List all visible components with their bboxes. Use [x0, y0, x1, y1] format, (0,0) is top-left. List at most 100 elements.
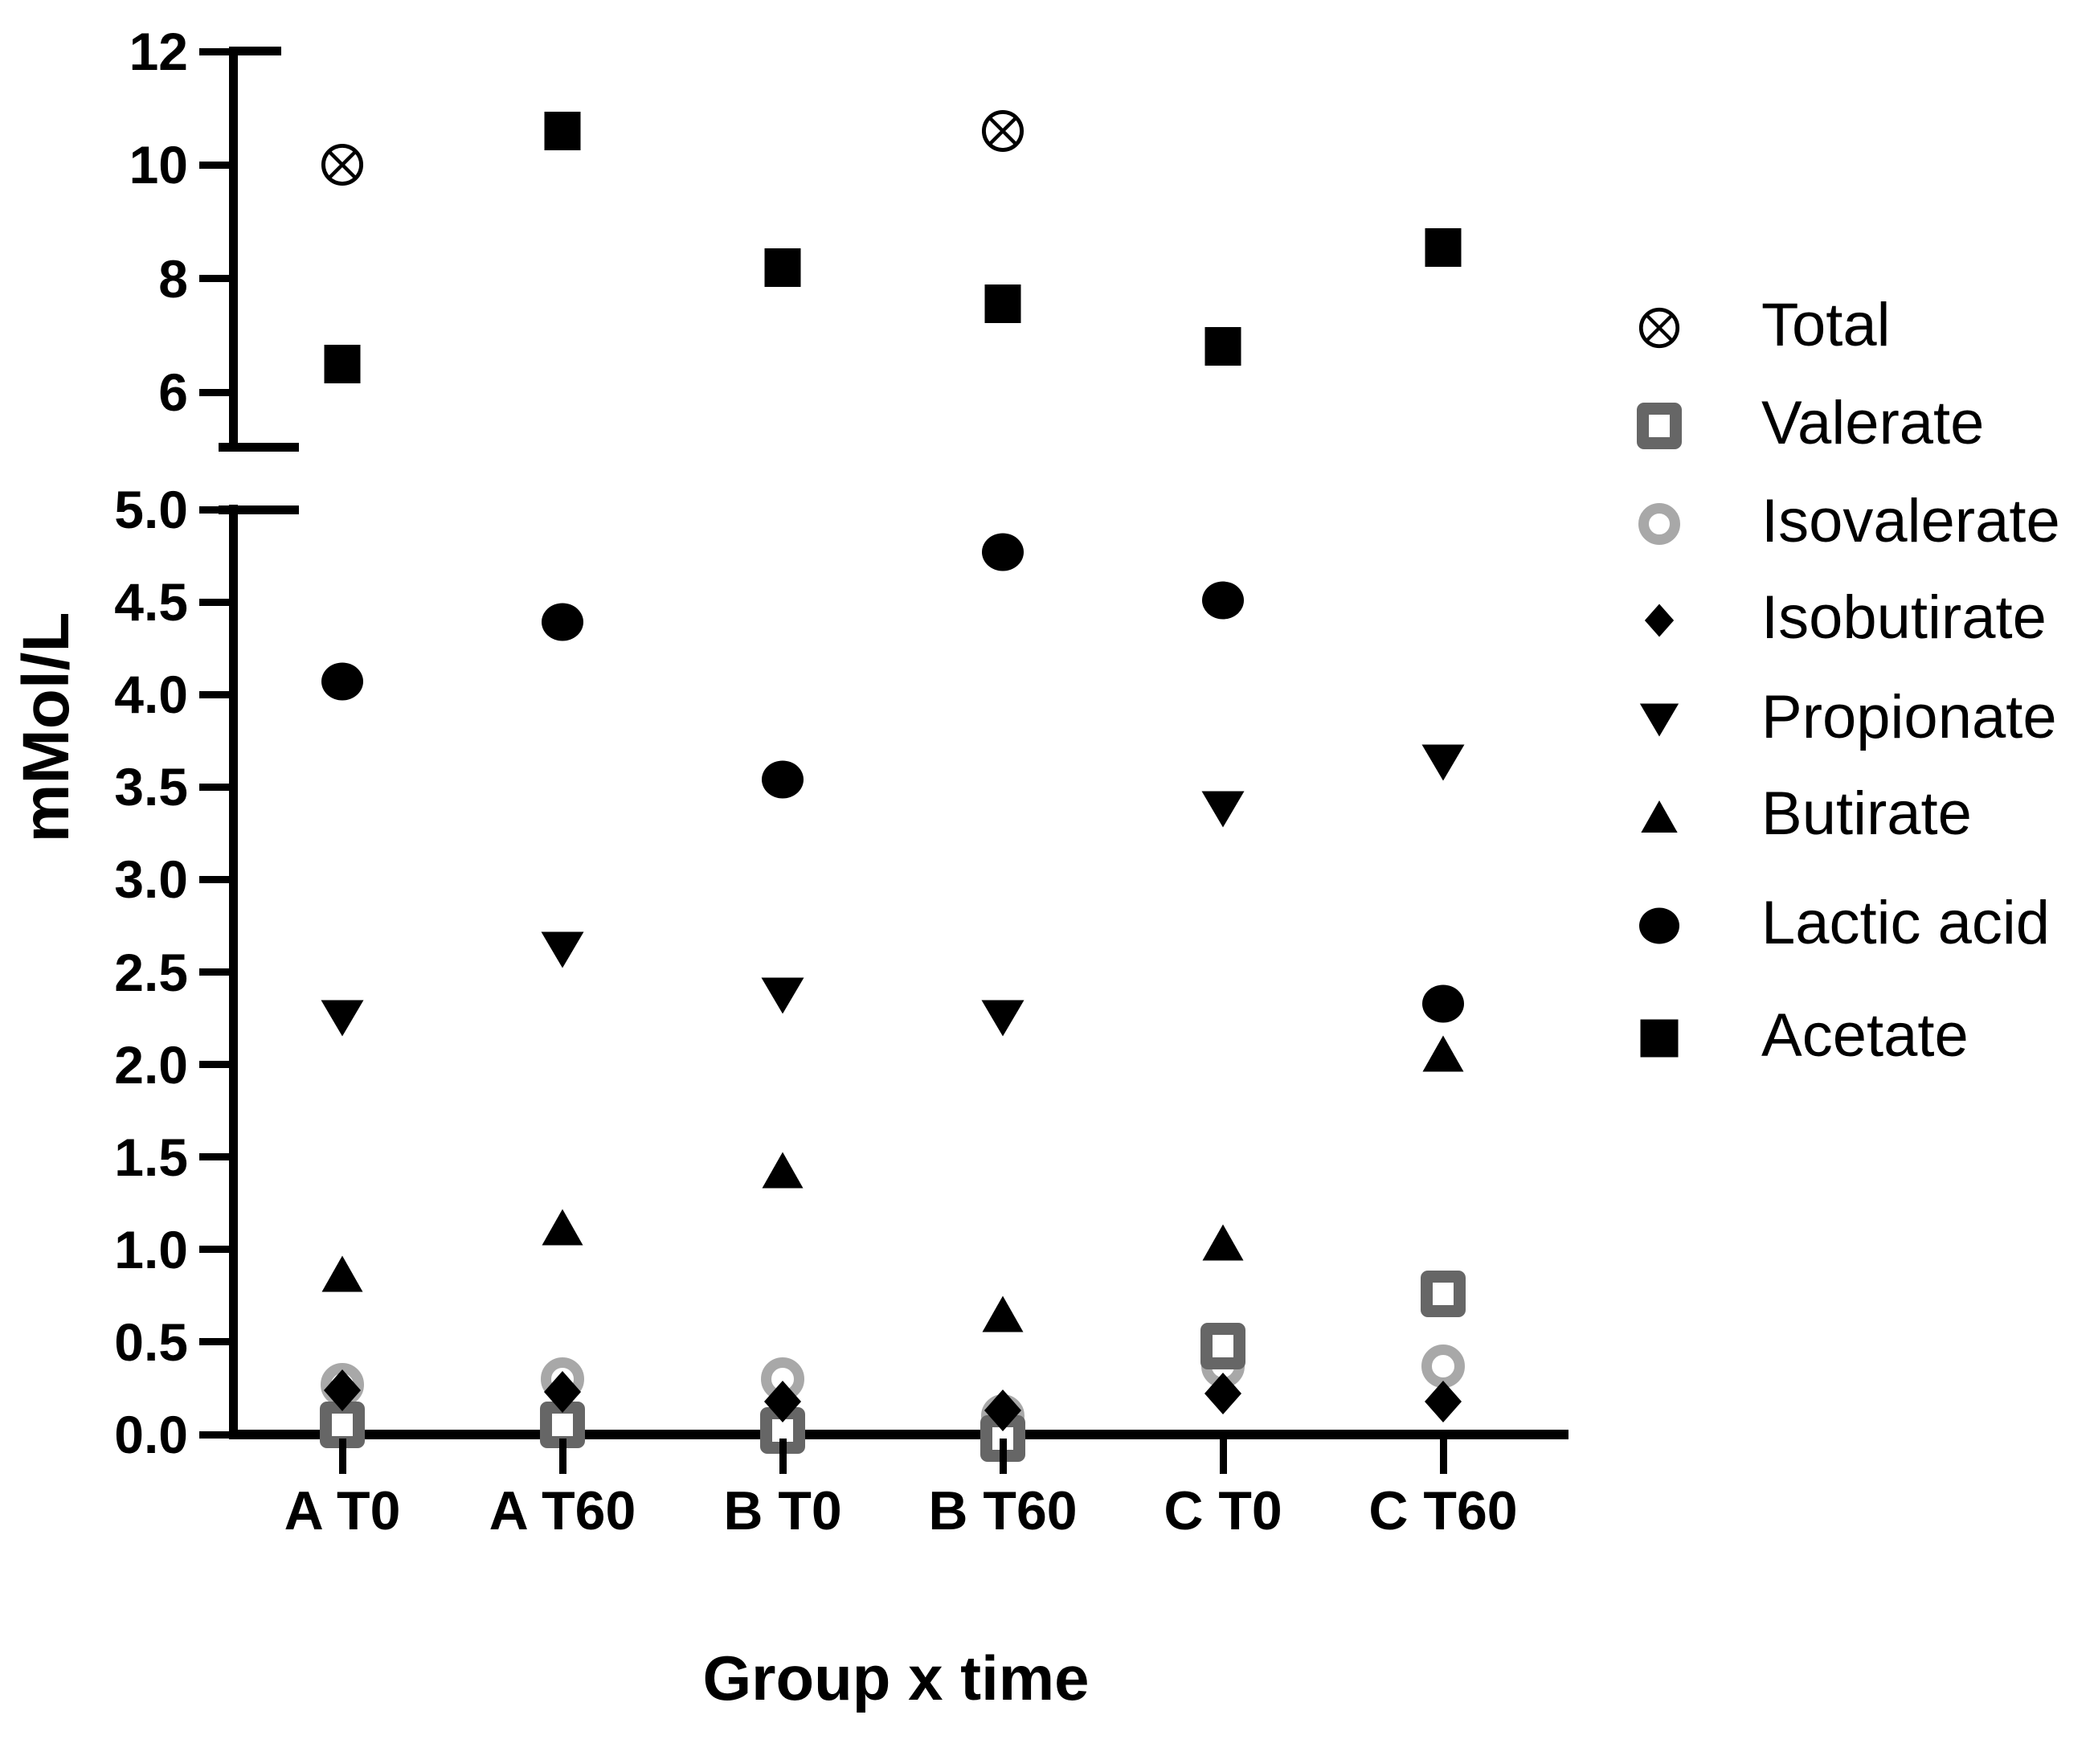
marker-acetate-c-t0: [1204, 327, 1241, 366]
y-tick-bottom: [199, 875, 233, 883]
legend-label-lactic-acid: Lactic acid: [1761, 888, 2051, 957]
y-tick-label-top: 10: [129, 135, 188, 195]
legend-label-valerate: Valerate: [1761, 388, 1985, 457]
y-tick-bottom: [199, 598, 233, 606]
marker-isobutirate-c-t60: [1425, 1380, 1462, 1422]
y-tick-label-bottom: 1.0: [114, 1219, 188, 1279]
legend-label-total: Total: [1761, 290, 1891, 359]
legend-marker-lactic-acid-icon: [1639, 907, 1679, 944]
marker-propionate-c-t60: [1421, 744, 1465, 781]
legend-label-acetate: Acetate: [1761, 1001, 1969, 1070]
y-tick-bottom: [199, 1246, 233, 1254]
x-tick-a-t60: [558, 1439, 566, 1474]
marker-butirate-a-t60: [542, 1209, 583, 1246]
marker-acetate-b-t60: [984, 284, 1021, 324]
x-tick-c-t60: [1439, 1439, 1447, 1474]
marker-propionate-b-t60: [981, 1000, 1025, 1037]
y-tick-label-bottom: 2.5: [114, 942, 188, 1002]
y-tick-bottom: [199, 1338, 233, 1346]
legend-marker-propionate-icon: [1639, 703, 1679, 737]
marker-isobutirate-c-t0: [1204, 1373, 1241, 1415]
legend-marker-isovalerate-icon: [1638, 503, 1680, 545]
y-tick-label-bottom: 0.5: [114, 1312, 188, 1372]
y-tick-top: [199, 388, 233, 396]
marker-acetate-a-t60: [544, 111, 581, 150]
marker-lactic-acid-b-t60: [982, 533, 1024, 571]
marker-isobutirate-a-t60: [544, 1371, 581, 1414]
y-tick-bottom: [199, 690, 233, 698]
marker-lactic-acid-c-t60: [1422, 984, 1464, 1023]
y-tick-label-bottom: 0.0: [114, 1405, 188, 1464]
y-tick-top: [199, 161, 233, 169]
y-tick-label-top: 12: [129, 22, 188, 81]
x-category-label-b-t60: B T60: [928, 1480, 1078, 1541]
top-axis-end-cap: [231, 47, 281, 55]
legend-marker-isobutirate-icon: [1644, 604, 1675, 637]
marker-isobutirate-a-t0: [324, 1369, 361, 1411]
y-tick-bottom: [199, 968, 233, 976]
y-axis-bottom-segment: [228, 505, 238, 1439]
y-tick-top: [199, 47, 233, 55]
marker-butirate-c-t0: [1202, 1224, 1244, 1261]
y-tick-label-bottom: 3.5: [114, 757, 188, 817]
x-category-label-b-t0: B T0: [723, 1480, 842, 1541]
marker-propionate-a-t0: [321, 1000, 364, 1037]
legend-label-butirate: Butirate: [1761, 779, 1972, 848]
x-tick-b-t60: [999, 1439, 1007, 1474]
legend-marker-total-icon: [1638, 307, 1681, 350]
x-category-label-a-t60: A T60: [489, 1480, 636, 1541]
marker-butirate-c-t60: [1422, 1035, 1464, 1072]
y-axis-title: mMol/L: [10, 612, 83, 843]
y-tick-bottom: [199, 1430, 233, 1439]
x-tick-a-t0: [338, 1439, 346, 1474]
y-tick-label-bottom: 4.5: [114, 572, 188, 632]
y-tick-bottom: [199, 1061, 233, 1069]
marker-isobutirate-b-t0: [764, 1380, 801, 1422]
y-tick-bottom: [199, 783, 233, 791]
legend-label-isovalerate: Isovalerate: [1761, 486, 2060, 555]
axis-break-cap-upper: [219, 442, 299, 452]
y-tick-label-bottom: 4.0: [114, 665, 188, 725]
axis-break-cap-lower: [219, 505, 299, 514]
marker-propionate-a-t60: [541, 931, 584, 968]
y-tick-label-top: 8: [158, 248, 188, 309]
legend-marker-valerate-icon: [1637, 403, 1682, 449]
y-tick-label-top: 6: [158, 362, 188, 423]
marker-lactic-acid-a-t0: [321, 662, 363, 701]
x-category-label-c-t0: C T0: [1164, 1480, 1282, 1541]
x-category-label-a-t0: A T0: [284, 1480, 401, 1541]
y-tick-top: [199, 275, 233, 283]
marker-valerate-c-t60: [1421, 1271, 1466, 1318]
marker-valerate-c-t0: [1200, 1322, 1245, 1369]
legend-marker-acetate-icon: [1640, 1019, 1679, 1058]
x-category-label-c-t60: C T60: [1368, 1480, 1518, 1541]
marker-total-a-t0: [321, 143, 365, 187]
marker-valerate-a-t0: [320, 1402, 365, 1449]
legend-label-propionate: Propionate: [1761, 682, 2057, 751]
y-axis-top-segment: [228, 47, 238, 447]
x-tick-c-t0: [1219, 1439, 1227, 1474]
marker-butirate-b-t60: [982, 1295, 1024, 1332]
x-tick-b-t0: [779, 1439, 787, 1474]
marker-lactic-acid-c-t0: [1202, 581, 1244, 620]
marker-total-b-t60: [981, 108, 1025, 153]
marker-butirate-a-t0: [321, 1255, 363, 1292]
y-tick-bottom: [199, 505, 233, 514]
marker-propionate-c-t0: [1201, 791, 1245, 828]
y-tick-label-bottom: 2.0: [114, 1034, 188, 1095]
marker-lactic-acid-b-t0: [762, 760, 804, 799]
marker-propionate-b-t0: [761, 977, 804, 1014]
marker-acetate-a-t0: [324, 344, 361, 383]
marker-butirate-b-t0: [762, 1152, 804, 1189]
marker-lactic-acid-a-t60: [542, 603, 583, 641]
marker-acetate-b-t0: [764, 248, 801, 287]
marker-acetate-c-t60: [1425, 227, 1462, 267]
y-tick-label-bottom: 1.5: [114, 1127, 188, 1187]
marker-isobutirate-b-t60: [984, 1390, 1021, 1432]
x-axis-title: Group x time: [702, 1643, 1090, 1713]
y-tick-bottom: [199, 1153, 233, 1161]
y-tick-label-bottom: 5.0: [114, 480, 188, 539]
